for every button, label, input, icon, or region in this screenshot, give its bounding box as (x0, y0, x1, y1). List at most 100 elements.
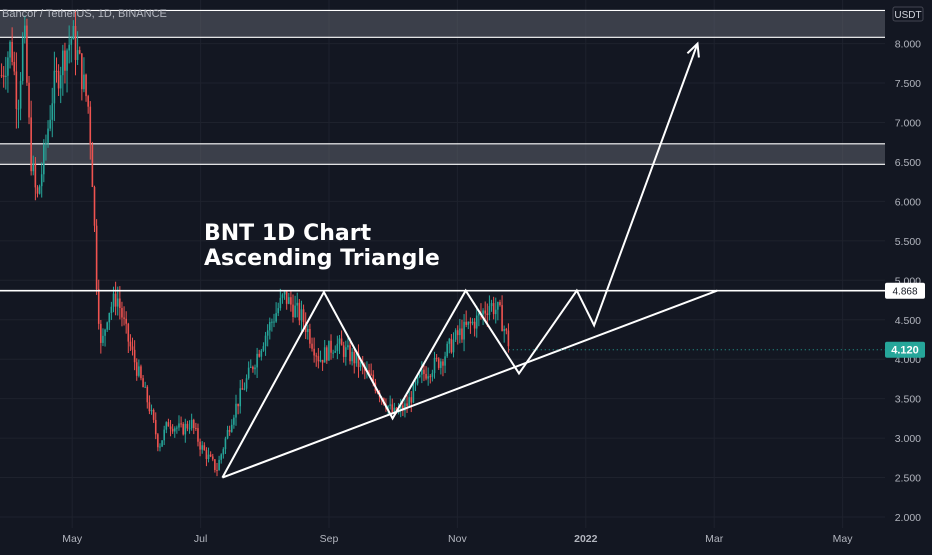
candle-body (15, 71, 18, 109)
candle-body (256, 353, 258, 368)
candle-body (260, 350, 263, 357)
candle-body (169, 426, 172, 429)
candle-body (328, 340, 330, 361)
candle-body (49, 119, 51, 129)
candle-body (431, 373, 434, 377)
candle-body (254, 367, 256, 370)
candle-body (473, 321, 476, 329)
candle-body (32, 163, 35, 172)
candle-body (410, 397, 413, 403)
candle-body (205, 450, 208, 460)
annotation-line-2: Ascending Triangle (204, 246, 440, 271)
candle-body (127, 323, 130, 342)
drawing-layer[interactable] (0, 41, 885, 479)
candle-body (38, 186, 41, 194)
candle-body (336, 343, 339, 352)
candle-body (47, 128, 49, 143)
candle-body (59, 75, 62, 89)
candle-body (296, 302, 299, 306)
candle-body (87, 96, 89, 107)
candle-body (207, 454, 210, 460)
candle-body (211, 456, 214, 460)
candle-body (34, 163, 37, 188)
candle-body (43, 145, 45, 175)
candle-body (78, 50, 81, 54)
candle-body (171, 428, 174, 432)
candle-body (108, 312, 111, 323)
candle-body (243, 388, 246, 390)
price-axis[interactable]: 8.0007.5007.0006.5006.0005.5005.0004.500… (885, 0, 932, 550)
candle-body (357, 353, 360, 368)
candle-body (317, 356, 320, 362)
price-tick-label: 2.500 (895, 473, 921, 485)
time-axis-background (0, 528, 885, 550)
candle-body (235, 403, 237, 418)
candle-body (28, 82, 30, 118)
currency-label: USDT (894, 10, 921, 21)
candle-body (503, 329, 505, 332)
candle-body (342, 345, 345, 357)
candle-body (332, 352, 334, 354)
candle-body (9, 41, 11, 58)
candle-body (467, 321, 470, 325)
candle-body (355, 353, 358, 364)
candle-body (465, 321, 467, 325)
candle-body (271, 321, 273, 323)
price-tick-label: 6.500 (895, 157, 921, 169)
projected-path[interactable] (221, 43, 699, 479)
candle-body (188, 428, 191, 430)
candle-body (321, 359, 324, 363)
candle-body (239, 388, 242, 407)
candle-body (277, 308, 280, 314)
candle-body (121, 308, 123, 318)
candle-body (484, 310, 486, 314)
price-tick-labels: 8.0007.5007.0006.5006.0005.5005.0004.500… (895, 39, 921, 524)
candle-body (140, 366, 142, 379)
candle-body (347, 345, 349, 348)
candle-body (486, 313, 489, 315)
candle-body (268, 321, 271, 331)
candle-body (507, 330, 510, 347)
candle-body (281, 294, 284, 298)
price-tick-label: 7.500 (895, 78, 921, 90)
candle-body (273, 321, 275, 323)
candle-body (173, 428, 176, 432)
candle-body (399, 405, 402, 410)
candle-body (182, 423, 184, 435)
candle-body (146, 386, 149, 403)
ascending-trendline[interactable] (222, 289, 718, 479)
candle-body (161, 440, 163, 447)
candle-body (488, 306, 491, 315)
candle-body (167, 422, 170, 427)
candle-body (448, 338, 451, 344)
price-tick-label: 6.000 (895, 196, 921, 208)
candle-body (237, 403, 239, 407)
candle-body (292, 304, 294, 318)
currency-badge[interactable] (892, 6, 924, 22)
candle-body (456, 330, 459, 336)
candle-body (138, 366, 140, 376)
candle-body (252, 366, 254, 370)
candle-body (21, 38, 24, 81)
candle-body (391, 404, 394, 413)
candle-body (76, 50, 79, 60)
candle-body (429, 376, 432, 378)
candle-body (247, 367, 250, 379)
candle-body (129, 341, 132, 347)
candle-body (416, 376, 419, 384)
candle-body (190, 419, 193, 429)
candle-body (2, 75, 5, 77)
candle-body (475, 315, 478, 329)
candle-body (387, 405, 389, 409)
candle-body (17, 108, 20, 110)
candle-body (370, 373, 372, 375)
time-axis[interactable]: May Jul Sep Nov 2022 Mar May (0, 528, 885, 550)
candle-body (11, 41, 13, 62)
candle-body (106, 322, 108, 330)
candle-body (133, 349, 136, 363)
candle-body (97, 289, 100, 324)
time-tick-labels: May Jul Sep Nov 2022 Mar May (62, 533, 853, 545)
symbol-header[interactable]: Bancor / TetherUS, 1D, BINANCE (2, 8, 167, 20)
